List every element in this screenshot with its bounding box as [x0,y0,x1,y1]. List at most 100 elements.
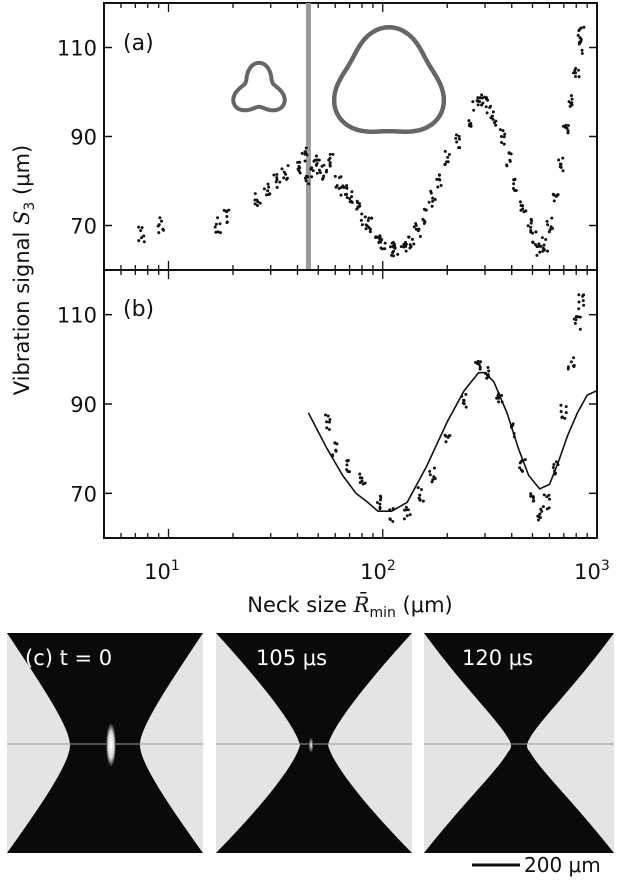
data-point [322,163,326,167]
data-point [547,493,551,497]
data-point [315,171,319,175]
data-point [572,365,576,369]
data-point [297,164,301,168]
data-point [460,394,464,398]
data-point [529,492,533,496]
panel-a-label: (a) [123,31,154,56]
liquid-neck [216,633,412,853]
data-point [350,190,354,194]
y-axis-title: Vibration signal S3 (μm) [10,145,38,395]
data-point [431,196,435,200]
data-point [406,508,410,512]
data-point [531,241,535,245]
data-point [388,245,392,249]
data-point [214,230,218,234]
data-point [404,505,408,509]
y-axis-title-subscript: 3 [22,202,38,211]
data-point [458,146,462,150]
data-point [464,405,468,409]
data-point [558,165,562,169]
data-point [282,176,286,180]
data-point [577,307,581,311]
data-point [553,469,557,473]
data-point [577,68,581,72]
data-point [502,135,506,139]
data-point [542,243,546,247]
data-point [266,189,270,193]
data-point [494,119,498,123]
data-point [551,466,555,470]
data-point [335,442,339,446]
data-point [476,96,480,100]
data-point [304,146,308,150]
shape-small-trefoil-icon [231,60,287,113]
data-point [518,200,522,204]
data-point [392,242,396,246]
x-tick-exp: 3 [601,558,610,574]
data-point [419,488,423,492]
data-point [519,208,523,212]
data-point [580,48,584,52]
data-point [491,110,495,114]
data-point [552,199,556,203]
data-point [502,142,506,146]
data-point [407,235,411,239]
data-point [446,160,450,164]
data-point [556,193,560,197]
data-point [544,238,548,242]
data-point [358,480,362,484]
data-point [383,241,387,245]
data-point [367,225,371,229]
theory-curve [307,371,597,512]
data-point [431,199,435,203]
liquid-neck [7,633,203,853]
data-point [550,216,554,220]
data-point [461,401,465,405]
data-point [478,100,482,104]
data-point [542,493,546,497]
panel-c: (c) t = 0 105 μs 120 μs [7,633,614,853]
data-point [335,184,339,188]
data-point [499,135,503,139]
data-point [285,177,289,181]
data-point [559,409,563,413]
data-point [272,173,276,177]
data-point [310,175,314,179]
data-point [455,140,459,144]
data-point [560,415,564,419]
data-point [529,217,533,221]
data-point [478,365,482,369]
data-point [325,420,329,424]
data-point [566,129,570,133]
data-point [416,229,420,233]
data-point [526,224,530,228]
y-tick-label-b: 70 [70,482,97,506]
data-point [311,169,315,173]
data-point [337,176,341,180]
data-point [317,168,321,172]
data-point [421,217,425,221]
y-axis-title-symbol: S [10,211,34,225]
data-point [529,225,533,229]
data-point [216,216,220,220]
liquid-neck [424,633,614,853]
data-point [222,208,226,212]
data-point [424,208,428,212]
data-point [418,235,422,239]
data-point [446,155,450,159]
data-point [541,505,545,509]
x-tick-base: 10 [574,560,601,584]
data-point [328,152,332,156]
data-point [139,236,143,240]
y-axis-title-unit: (μm) [10,145,34,202]
data-point [140,226,144,230]
data-point [325,426,329,430]
data-point [546,249,550,253]
data-point [479,360,483,364]
data-point [561,169,565,173]
data-point [503,132,507,136]
data-point [327,428,331,432]
data-point [566,367,570,371]
data-point [297,169,301,173]
data-point [577,28,581,32]
